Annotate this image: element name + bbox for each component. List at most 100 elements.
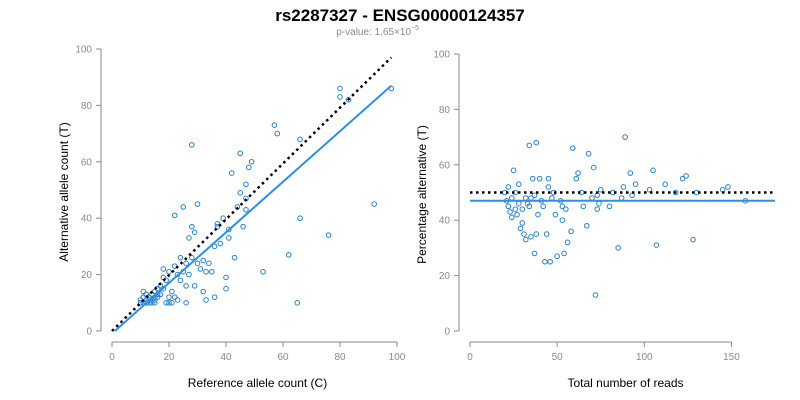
data-point: [186, 235, 192, 241]
data-point: [618, 195, 625, 201]
x-tick-label: 50: [552, 352, 564, 363]
data-point: [580, 203, 587, 210]
data-point: [526, 142, 533, 149]
data-point: [325, 232, 332, 238]
data-point: [505, 203, 512, 210]
y-tick-label: 60: [439, 160, 451, 171]
data-point: [509, 195, 515, 201]
data-point: [594, 206, 601, 212]
data-point: [248, 159, 255, 165]
data-point: [540, 203, 547, 210]
data-point: [151, 288, 158, 295]
data-point: [186, 271, 192, 278]
data-point: [183, 260, 189, 267]
y-tick-label: 0: [86, 327, 92, 338]
y-tick-label: 80: [439, 105, 451, 116]
x-tick-label: 150: [723, 352, 740, 363]
data-point: [345, 96, 352, 103]
x-tick-label: 40: [220, 352, 232, 363]
x-tick-label: 100: [636, 352, 653, 363]
data-point: [507, 209, 513, 215]
data-point: [151, 297, 158, 303]
subtitle-prefix: p-value: 1.65×10: [336, 27, 411, 38]
y-tick-label: 20: [439, 271, 451, 282]
x-axis-label: Reference allele count (C): [188, 376, 327, 390]
data-point: [519, 206, 526, 212]
data-point: [140, 288, 147, 295]
data-point: [606, 203, 613, 210]
data-point: [274, 130, 281, 137]
data-point: [211, 243, 218, 250]
data-point: [183, 283, 189, 289]
data-point: [166, 300, 172, 306]
data-point: [632, 181, 639, 187]
data-point: [189, 142, 195, 148]
data-point: [140, 294, 147, 300]
data-point: [171, 294, 178, 300]
subtitle-exponent: −5: [411, 25, 419, 32]
data-point: [627, 170, 634, 176]
data-point: [533, 231, 540, 237]
data-point: [526, 203, 533, 210]
data-point: [243, 181, 249, 188]
data-point: [542, 258, 548, 265]
data-point: [536, 175, 543, 182]
data-point: [570, 145, 576, 151]
data-point: [169, 288, 175, 295]
data-point: [297, 136, 303, 143]
data-point: [650, 167, 656, 174]
data-point: [583, 222, 590, 229]
data-point: [533, 139, 540, 146]
y-tick-label: 100: [433, 50, 450, 61]
data-point: [516, 200, 522, 207]
data-point: [522, 195, 529, 201]
y-tick-label: 100: [75, 45, 92, 56]
data-point: [679, 175, 686, 182]
data-point: [510, 167, 517, 174]
data-point: [154, 294, 161, 300]
data-point: [203, 297, 209, 303]
data-point: [271, 122, 278, 128]
data-point: [371, 201, 378, 207]
scatter-plot-percentage: 0 50 100 150 0 20 40 60 80 100 Total number of rea…: [415, 50, 775, 390]
chart-subtitle: p-value: 1.65×10−5: [336, 25, 419, 38]
data-point: [615, 245, 621, 251]
data-point: [529, 175, 536, 182]
data-point: [177, 254, 184, 261]
y-tick-label: 20: [81, 270, 93, 281]
data-point: [528, 234, 534, 240]
data-point: [183, 300, 189, 306]
data-point: [240, 223, 246, 230]
data-point: [683, 173, 689, 179]
x-tick-label: 80: [334, 352, 346, 363]
data-point: [690, 236, 696, 243]
data-point: [203, 268, 209, 275]
data-point: [171, 212, 178, 219]
data-point: [622, 134, 628, 140]
data-point: [552, 211, 559, 218]
y-tick-label: 0: [444, 327, 450, 338]
data-point: [337, 94, 343, 100]
data-point: [151, 300, 158, 306]
data-point: [194, 260, 201, 267]
data-point: [505, 184, 512, 190]
data-point: [163, 300, 169, 306]
data-point: [214, 223, 221, 230]
x-tick-label: 20: [163, 352, 175, 363]
data-point: [531, 250, 538, 257]
fit-line: [114, 84, 392, 332]
data-point: [585, 150, 592, 157]
data-point: [575, 170, 581, 176]
data-point: [189, 254, 195, 261]
data-point: [146, 297, 152, 303]
data-point: [160, 266, 167, 272]
data-point: [137, 300, 144, 306]
data-point: [200, 257, 206, 264]
data-point: [568, 228, 574, 235]
data-point: [521, 231, 527, 237]
data-point: [191, 283, 198, 289]
data-point: [243, 206, 249, 213]
data-point: [149, 300, 155, 306]
data-point: [517, 225, 524, 232]
